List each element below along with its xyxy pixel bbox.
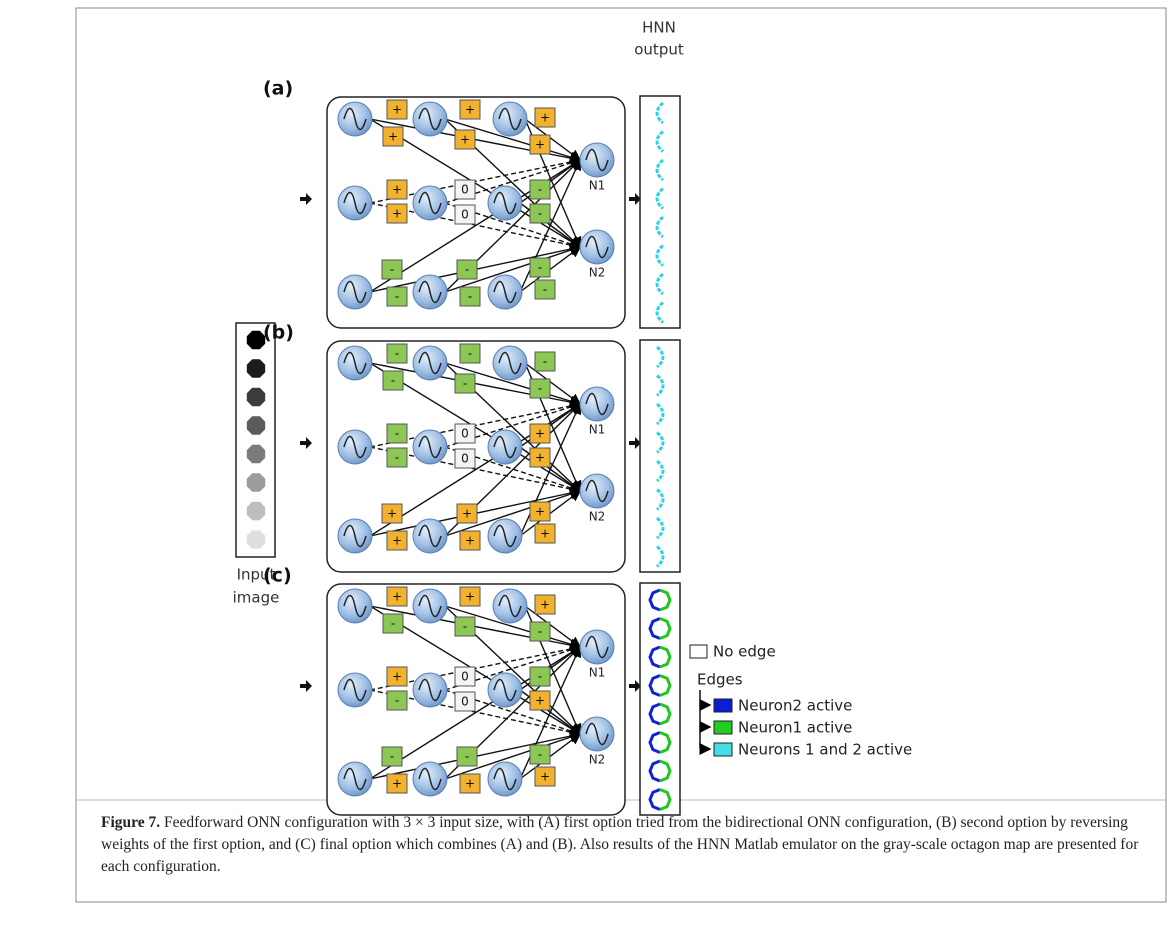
input-pixel bbox=[247, 359, 265, 377]
weight-label: + bbox=[392, 777, 402, 791]
input-pixel bbox=[247, 502, 265, 520]
weight-label: + bbox=[535, 427, 545, 441]
legend-swatch bbox=[714, 699, 732, 712]
weight-label: - bbox=[538, 625, 542, 639]
weight-label: - bbox=[463, 377, 467, 391]
weight-label: - bbox=[538, 382, 542, 396]
legend-label: Neurons 1 and 2 active bbox=[738, 741, 912, 759]
weight-label: - bbox=[391, 374, 395, 388]
weight-label: + bbox=[540, 527, 550, 541]
weight-label: + bbox=[462, 507, 472, 521]
caption: Figure 7. Feedforward ONN configuration … bbox=[101, 812, 1141, 878]
panel-label: (c) bbox=[263, 565, 292, 587]
weight-label: - bbox=[468, 347, 472, 361]
weight-label: + bbox=[535, 694, 545, 708]
input-pixel bbox=[247, 473, 265, 491]
legend-label: Neuron2 active bbox=[738, 697, 852, 715]
input-pixel bbox=[247, 388, 265, 406]
output-header: output bbox=[634, 41, 684, 59]
weight-label: - bbox=[465, 750, 469, 764]
weight-label: + bbox=[392, 103, 402, 117]
legend-swatch bbox=[714, 743, 732, 756]
weight-label: - bbox=[543, 355, 547, 369]
weight-label: - bbox=[538, 748, 542, 762]
weight-label: - bbox=[538, 207, 542, 221]
neuron-label: N1 bbox=[589, 179, 606, 193]
panel-label: (b) bbox=[263, 322, 294, 344]
weight-label: + bbox=[540, 770, 550, 784]
input-pixel bbox=[247, 445, 265, 463]
weight-label: + bbox=[392, 183, 402, 197]
weight-label: - bbox=[543, 283, 547, 297]
figure: HNN output Inputimage(a)N1N2++++++++00--… bbox=[0, 0, 1171, 941]
weight-label: - bbox=[395, 347, 399, 361]
weight-label: + bbox=[392, 590, 402, 604]
input-image-frame bbox=[236, 323, 275, 557]
weight-label: + bbox=[540, 598, 550, 612]
weight-label: + bbox=[535, 138, 545, 152]
weight-label: - bbox=[395, 694, 399, 708]
neuron-label: N1 bbox=[589, 423, 606, 437]
weight-label: - bbox=[468, 290, 472, 304]
weight-label: - bbox=[390, 263, 394, 277]
weight-label: - bbox=[391, 617, 395, 631]
neuron-label: N2 bbox=[589, 753, 606, 767]
input-pixel bbox=[247, 530, 265, 548]
weight-label: - bbox=[390, 750, 394, 764]
legend-no-edge-box bbox=[690, 645, 707, 658]
weight-label: + bbox=[465, 534, 475, 548]
legend-label: Neuron1 active bbox=[738, 719, 852, 737]
caption-label: Figure 7. bbox=[101, 814, 160, 831]
weight-label: + bbox=[465, 777, 475, 791]
weight-label: - bbox=[395, 451, 399, 465]
weight-label: - bbox=[538, 261, 542, 275]
weight-label: 0 bbox=[461, 670, 469, 684]
weight-label: + bbox=[387, 507, 397, 521]
weight-label: - bbox=[463, 620, 467, 634]
input-arrow bbox=[300, 193, 312, 205]
weight-label: - bbox=[395, 427, 399, 441]
weight-label: - bbox=[538, 670, 542, 684]
neuron-label: N2 bbox=[589, 266, 606, 280]
neuron-label: N2 bbox=[589, 510, 606, 524]
weight-label: + bbox=[392, 534, 402, 548]
input-image-label: image bbox=[233, 589, 280, 607]
weight-label: - bbox=[465, 263, 469, 277]
weight-label: 0 bbox=[461, 452, 469, 466]
output-frame bbox=[640, 340, 680, 572]
weight-label: + bbox=[535, 505, 545, 519]
legend-edges: Edges bbox=[697, 671, 743, 689]
legend-no-edge: No edge bbox=[713, 643, 776, 661]
weight-label: 0 bbox=[461, 695, 469, 709]
legend-swatch bbox=[714, 721, 732, 734]
output-arrow bbox=[629, 437, 641, 449]
panel-label: (a) bbox=[263, 78, 293, 100]
input-pixel bbox=[247, 416, 265, 434]
weight-label: 0 bbox=[461, 208, 469, 222]
weight-label: + bbox=[388, 130, 398, 144]
page: HNN output Inputimage(a)N1N2++++++++00--… bbox=[0, 0, 1171, 941]
output-header: HNN bbox=[642, 19, 676, 37]
output-arrow bbox=[629, 680, 641, 692]
input-arrow bbox=[300, 437, 312, 449]
neuron-label: N1 bbox=[589, 666, 606, 680]
weight-label: 0 bbox=[461, 427, 469, 441]
weight-label: + bbox=[392, 670, 402, 684]
weight-label: - bbox=[395, 290, 399, 304]
weight-label: - bbox=[538, 183, 542, 197]
weight-label: + bbox=[535, 451, 545, 465]
input-arrow bbox=[300, 680, 312, 692]
weight-label: + bbox=[540, 111, 550, 125]
weight-label: + bbox=[465, 590, 475, 604]
weight-label: 0 bbox=[461, 183, 469, 197]
weight-label: + bbox=[465, 103, 475, 117]
caption-text: Feedforward ONN configuration with 3 × 3… bbox=[101, 814, 1138, 875]
weight-label: + bbox=[460, 133, 470, 147]
output-frame bbox=[640, 96, 680, 328]
weight-label: + bbox=[392, 207, 402, 221]
output-arrow bbox=[629, 193, 641, 205]
